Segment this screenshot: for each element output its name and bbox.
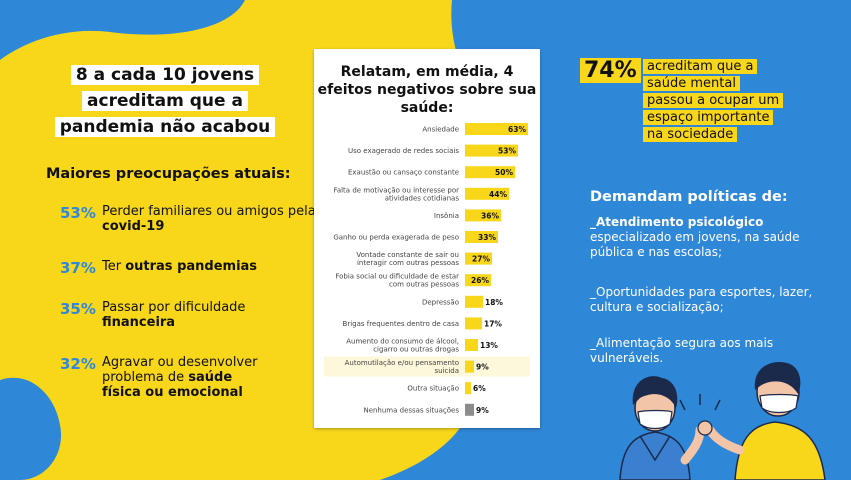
highlight-row	[324, 356, 530, 377]
stat-line: saúde mental	[643, 76, 740, 91]
policy-item: _Atendimento psicológico especializado e…	[590, 215, 800, 259]
category-label: Exaustão ou cansaço constante	[348, 169, 459, 177]
value-label: 6%	[473, 384, 486, 393]
category-label: Ganho ou perda exagerada de peso	[333, 234, 459, 242]
stat-text: acreditam que a saúde mental passou a oc…	[643, 58, 833, 143]
value-label: 9%	[476, 406, 489, 415]
value-label: 36%	[481, 211, 499, 220]
concern-text: Passar por dificuldade financeira	[102, 300, 246, 330]
stat-line: passou a ocupar um	[643, 93, 784, 108]
category-label: Uso exagerado de redes sociais	[348, 147, 459, 155]
bar	[465, 274, 491, 287]
value-label: 33%	[478, 233, 496, 242]
stat-line: acreditam que a	[643, 59, 758, 74]
concern-text: Ter outras pandemias	[102, 259, 258, 274]
stat-line: na sociedade	[643, 127, 738, 142]
stat-line: espaço importante	[643, 110, 774, 125]
concern-text: Perder familiares ou amigos pela covid-1…	[102, 204, 316, 234]
concern-text: Agravar ou desenvolver problema de saúde…	[102, 355, 258, 400]
concerns-title: Maiores preocupações atuais:	[46, 166, 291, 182]
category-label: Outra situação	[407, 385, 459, 393]
concern-percent: 35%	[60, 300, 96, 318]
bar-chart: Ansiedade 63% Uso exagerado de redes socia…	[324, 123, 530, 416]
bar	[465, 187, 509, 200]
bar	[465, 295, 483, 308]
bar	[465, 209, 501, 222]
value-label: 50%	[495, 168, 513, 177]
category-label: Depressão	[422, 298, 459, 306]
headline-line-1: 8 a cada 10 jovens	[70, 65, 260, 85]
category-label: Nenhuma dessas situações	[363, 406, 459, 414]
bar	[465, 144, 518, 157]
value-label: 63%	[508, 125, 526, 134]
concern-item: 37% Ter outras pandemias	[60, 259, 320, 277]
category-label: Falta de motivação ou interesse por ativi…	[333, 186, 459, 202]
category-label: Aumento do consumo de álcool, cigarro ou …	[346, 338, 459, 354]
category-label: Ansiedade	[422, 126, 459, 134]
bar	[465, 166, 515, 179]
value-label: 13%	[480, 341, 498, 350]
value-label: 26%	[471, 276, 489, 285]
concern-item: 53% Perder familiares ou amigos pela cov…	[60, 204, 320, 234]
stat-number: 74%	[580, 58, 641, 83]
bar	[465, 317, 482, 330]
concern-percent: 32%	[60, 355, 96, 373]
value-label: 44%	[489, 190, 507, 199]
bar	[465, 123, 528, 135]
bar	[465, 252, 492, 265]
bar	[465, 231, 498, 243]
policy-item: _Oportunidades para esportes, lazer, cul…	[590, 285, 813, 314]
value-label: 18%	[485, 298, 503, 307]
policy-item: _Alimentação segura aos mais vulneráveis…	[590, 336, 774, 365]
policy-title: Demandam políticas de:	[590, 189, 788, 205]
concern-percent: 53%	[60, 204, 96, 222]
category-label: Vontade constante de sair ou interagir co…	[356, 251, 459, 267]
category-label: Fobia social ou dificuldade de estar com …	[335, 273, 459, 289]
headline-line-2: acreditam que a	[82, 91, 248, 111]
value-label: 9%	[476, 363, 489, 372]
headline: 8 a cada 10 jovens acreditam que a pande…	[40, 62, 290, 140]
people-illustration	[619, 361, 826, 480]
chart-card: Relatam, em média, 4 efeitos negativos s…	[314, 49, 540, 428]
chart-title: Relatam, em média, 4 efeitos negativos s…	[317, 64, 537, 116]
value-label: 27%	[472, 255, 490, 264]
bar	[465, 339, 478, 351]
category-label: Brigas frequentes dentro de casa	[343, 320, 459, 328]
concern-percent: 37%	[60, 259, 96, 277]
value-label: 53%	[498, 147, 516, 156]
value-label: 17%	[484, 319, 502, 328]
category-label: Automutilação e/ou pensamento suicida	[345, 359, 459, 375]
bar	[465, 360, 474, 373]
headline-line-3: pandemia não acabou	[54, 117, 276, 137]
bar	[465, 403, 474, 416]
category-label: Insônia	[434, 212, 459, 220]
concern-item: 35% Passar por dificuldade financeira	[60, 300, 320, 330]
bar	[465, 382, 471, 395]
concern-item: 32% Agravar ou desenvolver problema de s…	[60, 355, 320, 400]
